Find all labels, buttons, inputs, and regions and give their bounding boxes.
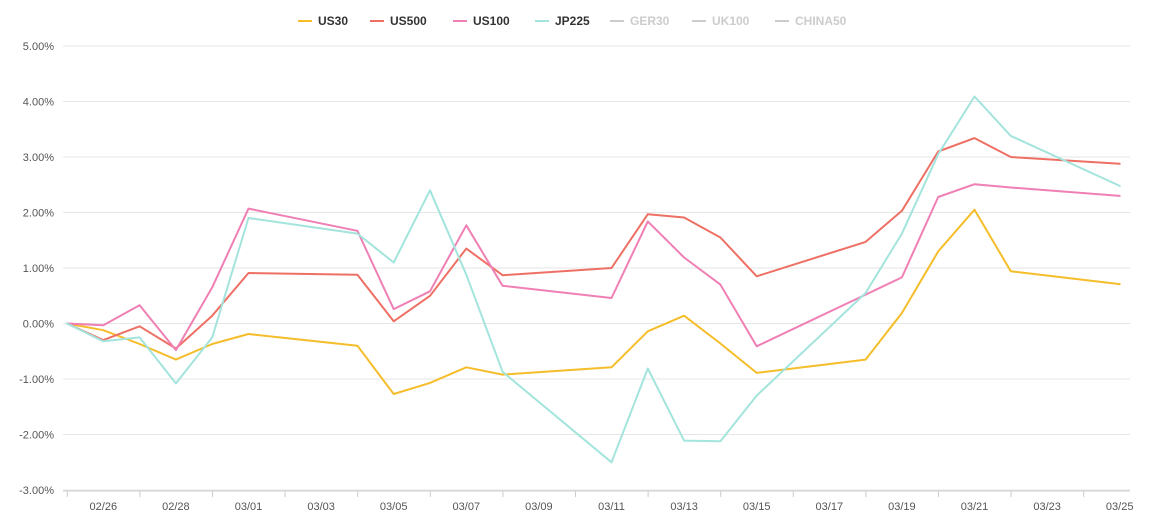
x-tick-label: 03/19 — [888, 501, 916, 513]
x-tick-label: 03/03 — [307, 501, 335, 513]
y-tick-label: 5.00% — [23, 41, 54, 53]
y-tick-label: -1.00% — [19, 374, 54, 386]
series-line-us500 — [66, 137, 1121, 350]
x-tick-label: 03/17 — [816, 501, 844, 513]
x-tick-label: 03/05 — [380, 501, 408, 513]
y-tick-label: -2.00% — [19, 430, 54, 442]
legend-item-ger30[interactable]: GER30 — [610, 14, 670, 28]
legend-label: GER30 — [630, 14, 670, 28]
legend-label: US500 — [390, 14, 427, 28]
x-tick-label: 02/28 — [162, 501, 190, 513]
y-tick-label: 0.00% — [23, 319, 54, 331]
legend: US30 US500 US100 JP225 GER30 UK100 CHINA50 — [298, 14, 847, 28]
y-tick-label: 2.00% — [23, 208, 54, 220]
x-axis: 02/26 02/28 03/01 03/03 03/05 03/07 03/09 03/11… — [63, 490, 1134, 513]
x-tick-label: 03/09 — [525, 501, 553, 513]
y-tick-label: -3.00% — [19, 485, 54, 497]
legend-item-jp225[interactable]: JP225 — [535, 14, 590, 28]
legend-item-us500[interactable]: US500 — [370, 14, 427, 28]
x-tick-label: 03/07 — [453, 501, 481, 513]
y-tick-label: 1.00% — [23, 263, 54, 275]
series-line-jp225 — [66, 95, 1121, 464]
y-axis: -3.00% -2.00% -1.00% 0.00% 1.00% 2.00% 3.00% 4.… — [19, 41, 54, 497]
x-tick-label: 03/21 — [961, 501, 989, 513]
y-tick-label: 4.00% — [23, 97, 54, 109]
legend-label: UK100 — [712, 14, 750, 28]
x-tick-label: 03/15 — [743, 501, 771, 513]
legend-item-china50[interactable]: CHINA50 — [775, 14, 847, 28]
y-tick-label: 3.00% — [23, 152, 54, 164]
series-lines — [66, 95, 1121, 464]
series-line-us100 — [66, 183, 1121, 352]
x-tick-label: 03/13 — [670, 501, 698, 513]
x-tick-label: 03/11 — [598, 501, 625, 513]
legend-item-us100[interactable]: US100 — [453, 14, 510, 28]
x-tick-label: 03/23 — [1033, 501, 1061, 513]
series-line-us30 — [66, 208, 1121, 395]
legend-label: JP225 — [555, 14, 590, 28]
x-tick-label: 03/01 — [235, 501, 263, 513]
legend-item-us30[interactable]: US30 — [298, 14, 348, 28]
x-tick-label: 03/25 — [1106, 501, 1134, 513]
legend-item-uk100[interactable]: UK100 — [692, 14, 750, 28]
legend-label: US30 — [318, 14, 348, 28]
x-tick-label: 02/26 — [90, 501, 118, 513]
legend-label: US100 — [473, 14, 510, 28]
legend-label: CHINA50 — [795, 14, 847, 28]
